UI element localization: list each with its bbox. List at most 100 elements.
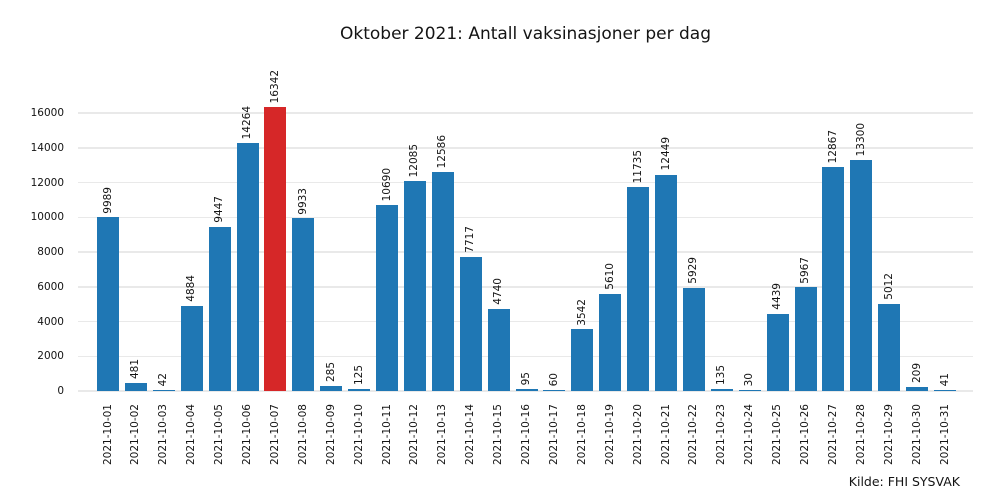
x-axis-tick-label: 2021-10-06 (241, 404, 253, 466)
bar (738, 390, 761, 391)
bar-value-label: 5012 (882, 273, 895, 300)
bar (655, 174, 677, 391)
y-axis-tick-label: 16000 (30, 107, 64, 119)
bar (208, 226, 231, 391)
y-axis-tick-label: 2000 (37, 350, 64, 363)
gridline (78, 320, 973, 323)
bar (543, 389, 566, 391)
bar (124, 382, 147, 391)
bar-value-label: 9933 (296, 187, 309, 215)
y-axis-tick-label: 4000 (37, 315, 64, 328)
bar (348, 388, 371, 391)
bar-value-label: 30 (743, 372, 756, 386)
bar (682, 287, 705, 391)
bar-value-label: 125 (352, 364, 365, 385)
bar (487, 308, 510, 391)
bar-value-label: 5967 (799, 256, 811, 284)
bar (794, 287, 817, 391)
bar-value-label: 7717 (464, 226, 477, 253)
y-axis-tick-label: 12000 (30, 176, 64, 189)
bar-value-label: 12867 (826, 130, 839, 164)
source-credit: Kilde: FHI SYSVAK (848, 474, 960, 489)
x-axis-tick-label: 2021-10-14 (464, 404, 477, 466)
bar (627, 187, 650, 391)
bar (906, 387, 929, 391)
bar-value-label: 14264 (241, 105, 253, 140)
x-axis-tick-label: 2021-10-30 (910, 404, 923, 466)
x-axis-tick-label: 2021-10-18 (575, 404, 588, 466)
bar-value-label: 9447 (213, 196, 226, 223)
y-axis-tick-label: 8000 (37, 246, 64, 258)
x-axis-tick-label: 2021-10-07 (268, 404, 281, 466)
x-axis-tick-label: 2021-10-20 (631, 404, 644, 466)
bar (292, 218, 315, 391)
bar (515, 389, 538, 391)
x-axis-tick-label: 2021-10-01 (101, 404, 114, 466)
gridline (78, 355, 973, 357)
bar-value-label: 481 (129, 358, 142, 379)
x-axis-tick-label: 2021-10-02 (129, 404, 142, 466)
bar-value-label: 16342 (268, 69, 281, 104)
bar-value-label: 4884 (185, 275, 198, 303)
x-axis-tick-label: 2021-10-22 (687, 404, 700, 466)
bar-value-label: 135 (715, 364, 728, 385)
gridline (78, 147, 973, 149)
bar-value-label: 5929 (687, 257, 700, 284)
x-axis-tick-label: 2021-10-17 (547, 404, 560, 466)
x-axis-tick-label: 2021-10-26 (799, 404, 811, 466)
x-axis-tick-label: 2021-10-04 (185, 404, 198, 466)
x-axis-tick-label: 2021-10-31 (938, 404, 951, 466)
bar (571, 329, 594, 391)
x-axis-tick-label: 2021-10-10 (352, 404, 365, 466)
y-axis-tick-label: 14000 (30, 141, 64, 154)
x-axis-tick-label: 2021-10-25 (771, 404, 784, 466)
x-axis-tick-label: 2021-10-21 (659, 404, 672, 466)
chart-title: Oktober 2021: Antall vaksinasjoner per d… (339, 24, 711, 44)
gridline (78, 112, 973, 114)
x-axis-tick-label: 2021-10-28 (854, 404, 867, 466)
bar-value-label: 209 (910, 363, 923, 384)
bar (934, 390, 956, 391)
x-axis-tick-label: 2021-10-13 (436, 404, 449, 466)
bar-value-label: 11735 (631, 149, 644, 184)
bar (850, 159, 873, 391)
bar (459, 256, 482, 391)
bar (766, 313, 789, 391)
x-axis-tick-label: 2021-10-11 (380, 404, 393, 466)
bar-value-label: 12586 (436, 134, 449, 169)
bar-value-label: 4439 (771, 283, 784, 310)
x-axis-tick-label: 2021-10-27 (826, 404, 839, 466)
bar-value-label: 12085 (408, 143, 421, 178)
bar-value-label: 9989 (101, 186, 114, 214)
bar (264, 107, 287, 391)
bar (431, 172, 454, 391)
bar (236, 143, 259, 391)
bar-value-label: 3542 (575, 298, 588, 326)
x-axis-tick-label: 2021-10-23 (715, 404, 728, 466)
bar-value-label: 285 (324, 362, 337, 383)
bar (403, 181, 426, 391)
bar-value-label: 4740 (492, 277, 505, 305)
bar (180, 306, 203, 391)
bar (599, 293, 622, 391)
bar (878, 303, 901, 391)
x-axis-tick-label: 2021-10-09 (324, 404, 337, 466)
gridline (78, 181, 973, 184)
bar-value-label: 13300 (854, 122, 867, 156)
x-axis-tick-label: 2021-10-15 (492, 404, 505, 466)
bar-value-label: 5610 (603, 262, 616, 290)
bar (376, 205, 398, 391)
x-axis-tick-label: 2021-10-05 (213, 404, 226, 466)
bar-value-label: 95 (520, 371, 532, 386)
gridline (78, 251, 973, 253)
bar-value-label: 42 (157, 372, 170, 386)
gridline (78, 286, 973, 288)
bar-value-label: 41 (938, 372, 951, 386)
gridline (78, 390, 973, 392)
bar (152, 390, 175, 391)
y-axis-tick-label: 6000 (37, 280, 64, 293)
bar-value-label: 60 (547, 372, 560, 386)
x-axis-tick-label: 2021-10-03 (157, 404, 170, 466)
bar (320, 386, 343, 391)
